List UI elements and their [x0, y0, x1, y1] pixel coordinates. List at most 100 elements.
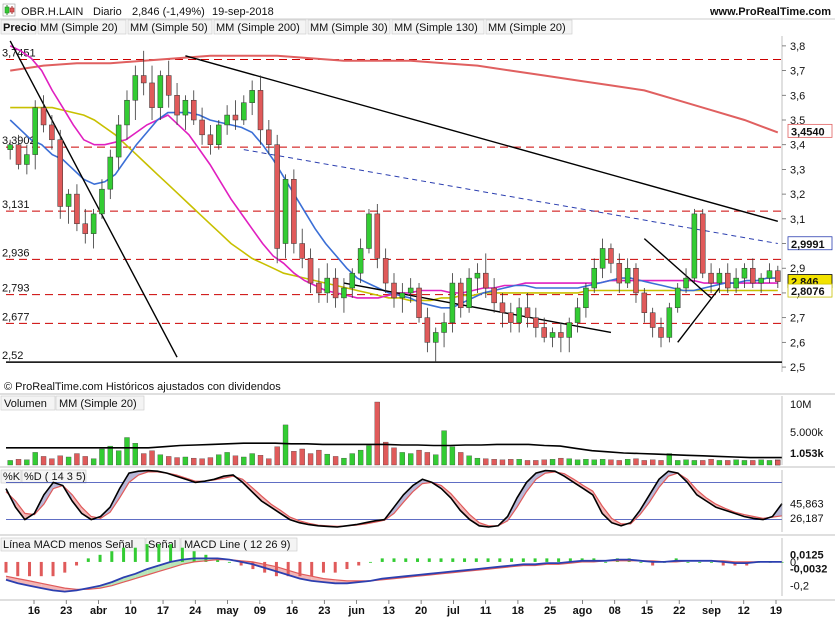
- volume-bar: [675, 460, 681, 466]
- candle: [382, 248, 389, 293]
- macd-histogram-bar: [510, 558, 514, 562]
- volume-ma-line: [6, 442, 782, 459]
- candle-body: [666, 307, 673, 338]
- candle-body: [699, 213, 706, 274]
- volume-bar: [533, 460, 539, 466]
- candle-body: [332, 277, 339, 299]
- price-tick-label: 3,3: [790, 164, 805, 176]
- candle: [775, 265, 781, 288]
- price-tick-label: 2,6: [790, 337, 805, 349]
- x-tick-label: 16: [286, 605, 298, 617]
- candle-body: [649, 312, 656, 328]
- volume-bar: [524, 460, 531, 466]
- volume-bar: [316, 449, 322, 466]
- level-label: 3,131: [2, 199, 30, 211]
- volume-bar: [399, 452, 405, 466]
- volume-bar: [441, 430, 447, 466]
- volume-bar: [249, 453, 255, 466]
- candle: [432, 327, 439, 363]
- level-label: 3,7451: [2, 47, 36, 59]
- macd-title: Línea MACD menos Señal: [3, 539, 133, 551]
- candle: [574, 297, 581, 333]
- volume-title: Volumen: [4, 398, 47, 410]
- volume-bar: [241, 456, 247, 466]
- candle: [257, 75, 264, 145]
- macd-signal-value: -0,0032: [790, 563, 827, 575]
- candle-body: [708, 272, 714, 284]
- candle-body: [107, 156, 114, 190]
- candle-body: [316, 282, 322, 294]
- volume-bar: [182, 456, 189, 466]
- macd-fill: [276, 566, 289, 575]
- volume-bar: [574, 459, 581, 466]
- candle-body: [733, 277, 739, 289]
- candle: [616, 253, 623, 293]
- volume-bar: [499, 459, 506, 466]
- volume-bar: [650, 459, 656, 466]
- volume-bar: [307, 453, 314, 466]
- trend-line: [643, 238, 712, 299]
- candle-body: [758, 277, 764, 284]
- x-tick-label: ago: [573, 605, 593, 617]
- candle-body: [583, 287, 589, 309]
- x-tick-label: 09: [254, 605, 266, 617]
- candle: [466, 268, 472, 313]
- price-right-label: 3,4540: [791, 126, 825, 138]
- macd-fill: [135, 569, 148, 579]
- volume-bar: [508, 459, 514, 466]
- candle-body: [257, 90, 264, 131]
- candle-body: [40, 107, 47, 126]
- candle-body: [366, 213, 372, 249]
- volume-bar: [391, 447, 397, 466]
- macd-fill: [147, 565, 159, 575]
- candle-body: [140, 75, 147, 84]
- candle: [232, 100, 239, 130]
- candle-body: [57, 139, 63, 207]
- volume-bar: [424, 452, 431, 466]
- volume-bar: [57, 455, 63, 466]
- x-tick-label: 23: [318, 605, 330, 617]
- macd-histogram-bar: [651, 561, 655, 566]
- volume-bar: [24, 459, 30, 466]
- macd-histogram-bar: [357, 561, 361, 566]
- macd-fill: [158, 561, 171, 572]
- volume-bar: [558, 457, 564, 466]
- candle-body: [432, 332, 439, 343]
- stoch-fill: [649, 479, 659, 503]
- candle-body: [457, 282, 464, 309]
- candle-body: [49, 124, 55, 141]
- volume-bar: [7, 460, 13, 466]
- candle: [57, 129, 63, 219]
- candle-body: [124, 99, 130, 126]
- candle: [24, 144, 30, 175]
- candle-body: [608, 248, 614, 264]
- x-tick-label: 12: [738, 605, 750, 617]
- candle-body: [508, 312, 514, 323]
- volume-bar: [199, 458, 205, 466]
- macd-tick-low: -0,2: [790, 581, 809, 593]
- macd-histogram-bar: [110, 551, 114, 562]
- candle-body: [291, 179, 297, 244]
- candle-body: [74, 193, 80, 225]
- candle-body: [65, 193, 72, 207]
- volume-bar: [566, 458, 572, 466]
- candle-body: [624, 267, 631, 284]
- last-price: 2,846 (-1,49%): [132, 6, 205, 18]
- macd-histogram-bar: [392, 558, 396, 562]
- candle-body: [182, 99, 189, 116]
- candle-body: [324, 277, 331, 294]
- candle-body: [90, 213, 97, 234]
- macd-histogram-bar: [568, 558, 572, 562]
- macd-histogram-bar: [86, 558, 90, 562]
- candle: [708, 263, 714, 293]
- candle-body: [566, 322, 572, 338]
- volume-bar: [266, 458, 272, 466]
- macd-histogram-bar: [4, 561, 8, 573]
- macd-panel: Línea MACD menos Señal Señal MACD Line ( 1…: [0, 534, 835, 596]
- volume-bar: [115, 450, 122, 466]
- macd-histogram-bar: [321, 561, 325, 573]
- macd-histogram-bar: [98, 554, 102, 562]
- volume-bar: [458, 452, 464, 466]
- legend-box: [485, 19, 573, 35]
- candle: [658, 317, 664, 348]
